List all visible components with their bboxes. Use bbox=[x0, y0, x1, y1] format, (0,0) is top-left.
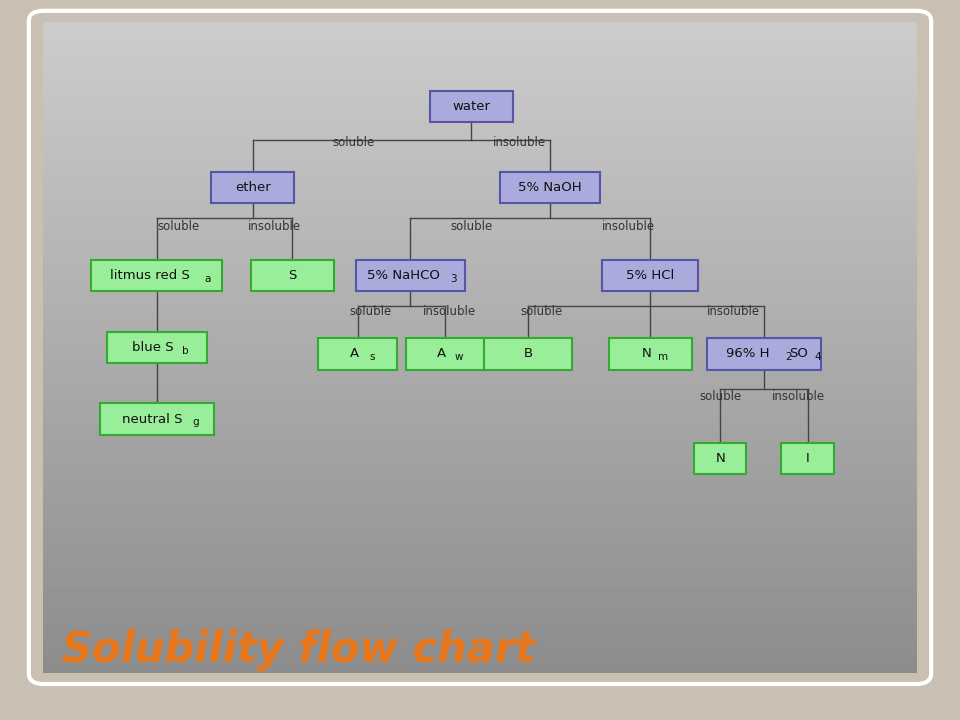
Text: 4: 4 bbox=[815, 352, 822, 362]
FancyBboxPatch shape bbox=[355, 260, 465, 292]
FancyBboxPatch shape bbox=[430, 91, 513, 122]
Text: soluble: soluble bbox=[349, 305, 392, 318]
Text: soluble: soluble bbox=[450, 220, 492, 233]
Text: 3: 3 bbox=[450, 274, 457, 284]
Text: 5% NaHCO: 5% NaHCO bbox=[367, 269, 440, 282]
Text: s: s bbox=[369, 352, 374, 362]
Text: A: A bbox=[349, 348, 359, 361]
FancyBboxPatch shape bbox=[211, 172, 295, 203]
FancyBboxPatch shape bbox=[602, 260, 698, 292]
Text: soluble: soluble bbox=[157, 220, 200, 233]
FancyBboxPatch shape bbox=[708, 338, 821, 369]
Text: insoluble: insoluble bbox=[422, 305, 476, 318]
FancyBboxPatch shape bbox=[609, 338, 692, 369]
Text: soluble: soluble bbox=[520, 305, 563, 318]
Text: b: b bbox=[182, 346, 189, 356]
Text: insoluble: insoluble bbox=[248, 220, 301, 233]
Text: soluble: soluble bbox=[332, 135, 374, 148]
FancyBboxPatch shape bbox=[694, 443, 747, 474]
Text: Solubility flow chart: Solubility flow chart bbox=[62, 629, 536, 671]
FancyBboxPatch shape bbox=[91, 260, 223, 292]
Text: 2: 2 bbox=[785, 352, 792, 362]
Text: ether: ether bbox=[235, 181, 271, 194]
Text: SO: SO bbox=[789, 348, 808, 361]
FancyBboxPatch shape bbox=[107, 332, 207, 363]
FancyBboxPatch shape bbox=[781, 443, 834, 474]
Text: litmus red S: litmus red S bbox=[109, 269, 190, 282]
Text: 96% H: 96% H bbox=[727, 348, 770, 361]
Text: neutral S: neutral S bbox=[122, 413, 182, 426]
FancyBboxPatch shape bbox=[485, 338, 572, 369]
Text: water: water bbox=[452, 100, 491, 113]
FancyBboxPatch shape bbox=[251, 260, 334, 292]
Text: insoluble: insoluble bbox=[707, 305, 760, 318]
Text: S: S bbox=[288, 269, 297, 282]
Text: A: A bbox=[437, 348, 446, 361]
Text: m: m bbox=[658, 352, 667, 362]
FancyBboxPatch shape bbox=[319, 338, 397, 369]
Text: blue S: blue S bbox=[132, 341, 173, 354]
Text: insoluble: insoluble bbox=[602, 220, 655, 233]
Text: 5% NaOH: 5% NaOH bbox=[518, 181, 582, 194]
Text: N: N bbox=[715, 451, 725, 464]
Text: 5% HCl: 5% HCl bbox=[626, 269, 675, 282]
Text: N: N bbox=[642, 348, 652, 361]
Text: insoluble: insoluble bbox=[772, 390, 826, 402]
FancyBboxPatch shape bbox=[406, 338, 485, 369]
Text: w: w bbox=[455, 352, 464, 362]
Text: I: I bbox=[805, 451, 809, 464]
Text: B: B bbox=[523, 348, 533, 361]
Text: soluble: soluble bbox=[699, 390, 741, 402]
Text: insoluble: insoluble bbox=[492, 135, 546, 148]
FancyBboxPatch shape bbox=[100, 403, 213, 435]
Text: a: a bbox=[204, 274, 210, 284]
FancyBboxPatch shape bbox=[499, 172, 600, 203]
Text: g: g bbox=[193, 418, 200, 428]
